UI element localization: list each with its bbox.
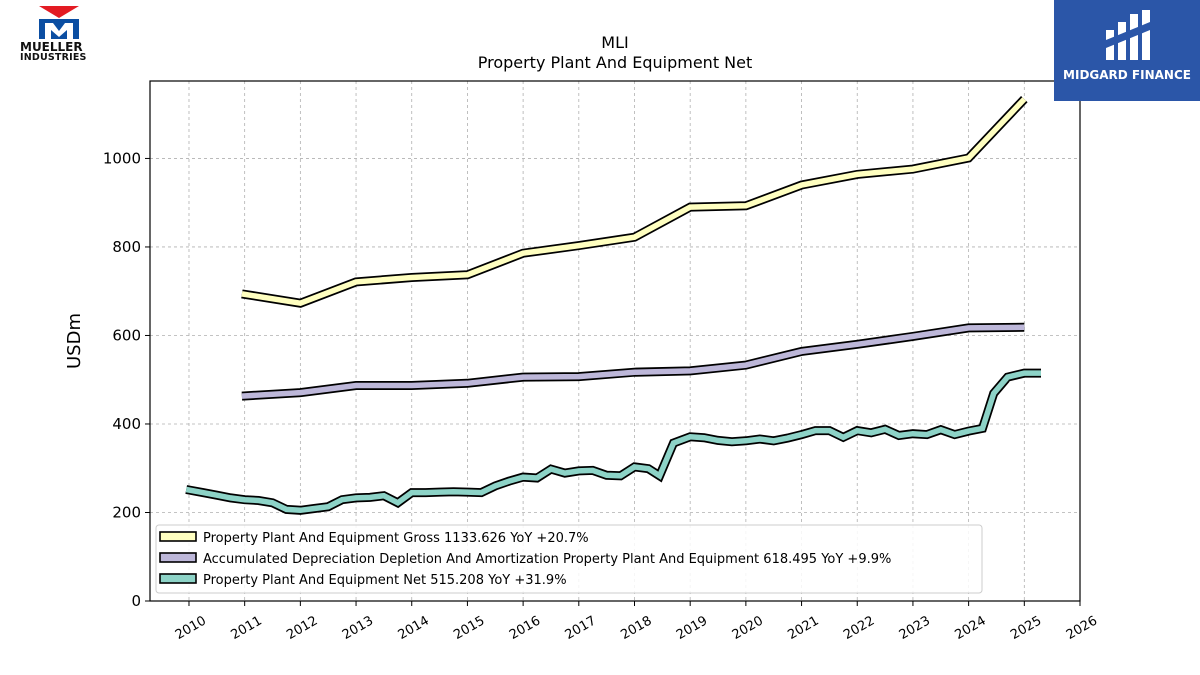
legend-label: Property Plant And Equipment Net 515.208… [203,573,567,588]
legend-series-name: Property Plant And Equipment Net [203,573,426,588]
x-tick-label: 2015 [451,613,487,643]
series-3 [185,368,1041,515]
x-tick-label: 2013 [340,613,376,643]
legend-swatch [159,573,197,584]
legend-swatch [159,552,197,563]
mueller-logo-mark-icon [39,6,79,39]
x-tick-label: 2011 [229,613,265,643]
y-tick-label: 200 [112,503,141,521]
midgard-finance-logo: MIDGARD FINANCE [1054,0,1200,101]
series-outline [241,96,1028,308]
mueller-industries-logo: MUELLER INDUSTRIES [20,6,100,66]
legend-series-value: 618.495 YoY +9.9% [763,552,891,567]
logo-text-mueller: MUELLER [20,40,83,54]
series-line [241,97,1027,307]
midgard-logo-mark-icon [1106,10,1150,60]
x-tick-label: 2026 [1064,613,1100,643]
y-axis-ticks: 0 200 400 600 800 1000 [103,149,150,610]
x-axis-ticks: 2010 2011 2012 2013 2014 2015 2016 2017 2018 2019… [173,601,1100,643]
x-tick-label: 2020 [730,613,766,643]
legend-swatch [159,531,197,542]
series-line [185,370,1041,514]
legend-label: Accumulated Depreciation Depletion And A… [203,552,891,567]
legend-box [155,524,983,594]
legend-series-name: Accumulated Depreciation Depletion And A… [203,552,759,567]
x-tick-label: 2018 [618,613,654,643]
logo-text-industries: INDUSTRIES [20,52,87,63]
x-tick-label: 2019 [674,613,710,643]
chart-title: MLI [601,33,628,52]
legend: Property Plant And Equipment Gross 1133.… [155,524,983,594]
series-1 [241,96,1028,308]
legend-series-value: 515.208 YoY +31.9% [430,573,566,588]
x-tick-label: 2014 [396,613,432,643]
x-tick-label: 2010 [173,613,209,643]
chart-subtitle: Property Plant And Equipment Net [478,53,753,72]
legend-series-value: 1133.626 YoY +20.7% [444,531,589,546]
y-axis-label: USDm [64,313,85,369]
x-tick-label: 2023 [897,613,933,643]
legend-series-name: Property Plant And Equipment Gross [203,531,440,546]
y-tick-label: 400 [112,415,141,433]
series-line [241,324,1025,399]
x-tick-label: 2016 [507,613,543,643]
legend-label: Property Plant And Equipment Gross 1133.… [203,531,589,546]
grid [150,81,1081,601]
x-tick-label: 2017 [563,613,599,643]
x-tick-label: 2025 [1008,613,1044,643]
x-tick-label: 2022 [841,613,877,643]
x-tick-label: 2021 [785,613,821,643]
y-tick-label: 0 [131,592,141,610]
y-tick-label: 600 [112,326,141,344]
series-layer [185,96,1041,515]
x-tick-label: 2012 [284,613,320,643]
y-tick-label: 800 [112,238,141,256]
x-tick-label: 2024 [952,613,988,643]
logo-text-midgard: MIDGARD FINANCE [1063,68,1191,82]
series-2 [241,322,1025,401]
y-tick-label: 1000 [103,149,141,167]
plot-frame [149,80,1081,602]
